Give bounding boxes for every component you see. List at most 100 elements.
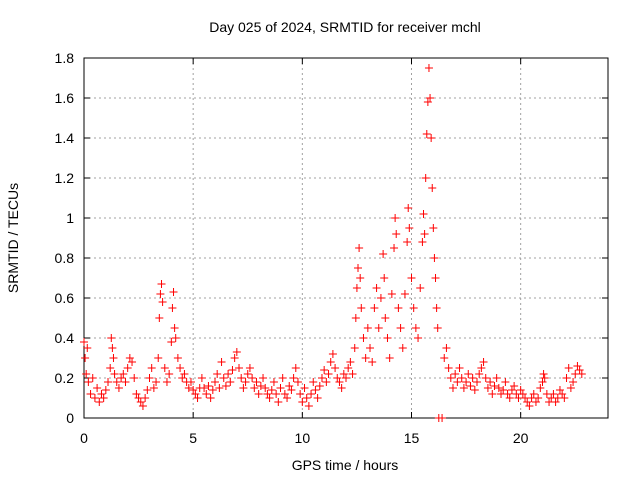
data-point (197, 374, 206, 382)
data-point (168, 304, 177, 312)
data-point (128, 358, 137, 366)
data-point (426, 94, 435, 102)
data-point (475, 370, 484, 378)
data-point (492, 374, 501, 382)
data-point (117, 374, 126, 382)
data-point (104, 378, 113, 386)
data-point (391, 214, 400, 222)
data-point (421, 174, 430, 182)
data-point (90, 394, 99, 402)
data-point (404, 204, 413, 212)
data-point (459, 384, 468, 392)
data-point (265, 394, 274, 402)
x-tick-label: 0 (80, 430, 88, 446)
data-point (558, 390, 567, 398)
data-point (315, 382, 324, 390)
data-point (420, 230, 429, 238)
data-point (80, 338, 88, 346)
data-point (82, 370, 91, 378)
data-point (125, 354, 134, 362)
data-point (145, 374, 154, 382)
data-point (494, 384, 503, 392)
data-point (351, 314, 360, 322)
data-point (206, 394, 215, 402)
data-point (289, 374, 298, 382)
data-point (167, 338, 176, 346)
data-point (366, 344, 375, 352)
data-point (468, 374, 477, 382)
data-point (466, 382, 475, 390)
data-point (566, 384, 575, 392)
data-point (191, 390, 200, 398)
data-point (444, 364, 453, 372)
data-point (424, 64, 433, 72)
data-point (130, 374, 139, 382)
data-point (539, 370, 548, 378)
data-point (339, 370, 348, 378)
data-point (287, 386, 296, 394)
data-point (342, 374, 350, 382)
data-point (267, 386, 276, 394)
data-point (455, 364, 464, 372)
data-point (423, 98, 432, 106)
data-point (243, 370, 252, 378)
data-point (300, 384, 309, 392)
data-point (263, 390, 272, 398)
data-point (433, 324, 442, 332)
y-tick-label: 1.8 (55, 50, 75, 66)
plot-frame (83, 57, 609, 419)
data-point (448, 384, 457, 392)
data-point (516, 386, 525, 394)
data-point (112, 378, 121, 386)
data-point (372, 284, 381, 292)
data-point (446, 374, 455, 382)
data-point (348, 370, 357, 378)
data-point (551, 398, 560, 406)
data-point (431, 274, 440, 282)
data-point (409, 304, 418, 312)
data-point (432, 304, 441, 312)
data-point (160, 364, 169, 372)
data-point (400, 290, 409, 298)
data-point (154, 354, 163, 362)
data-point (298, 398, 307, 406)
data-point (106, 364, 115, 372)
data-point (490, 382, 499, 390)
data-point (202, 390, 211, 398)
data-point (470, 386, 479, 394)
data-point (147, 364, 156, 372)
data-point (178, 374, 187, 382)
data-point (473, 378, 481, 386)
data-point (304, 402, 313, 410)
data-point (241, 378, 250, 386)
data-point (158, 298, 167, 306)
data-point (293, 378, 302, 386)
data-point (173, 354, 182, 362)
data-point (324, 370, 333, 378)
data-point (379, 250, 388, 258)
data-point (337, 384, 346, 392)
data-point (230, 354, 239, 362)
data-point (311, 386, 320, 394)
data-point (405, 224, 414, 232)
data-point (555, 386, 564, 394)
data-point (577, 370, 586, 378)
data-point (564, 364, 573, 372)
data-point (462, 378, 471, 386)
data-point (414, 334, 423, 342)
data-point (132, 390, 141, 398)
data-point (245, 364, 254, 372)
data-point (285, 382, 294, 390)
data-point (427, 134, 436, 142)
data-point (261, 384, 270, 392)
data-point (381, 314, 390, 322)
data-point (394, 304, 403, 312)
data-point (335, 378, 344, 386)
data-point (326, 358, 335, 366)
data-point (523, 398, 532, 406)
data-point (114, 384, 123, 392)
data-point (248, 374, 257, 382)
data-point (302, 394, 311, 402)
data-point (217, 358, 226, 366)
data-point (110, 370, 119, 378)
